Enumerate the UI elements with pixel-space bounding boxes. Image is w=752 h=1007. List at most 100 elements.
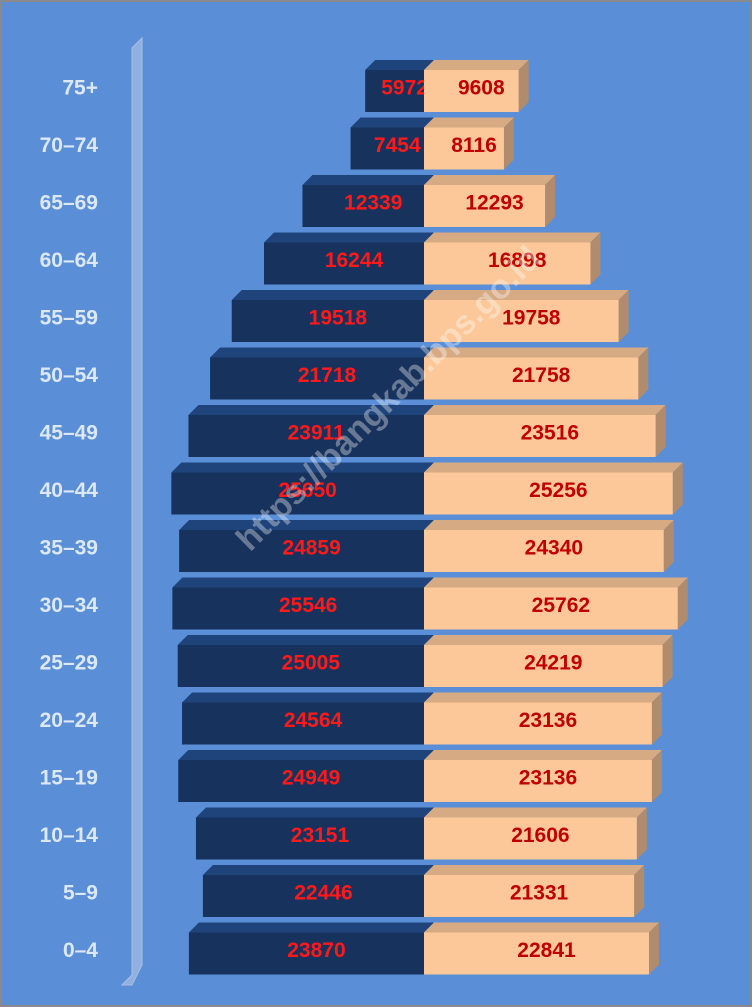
- bar: [178, 760, 424, 802]
- bar: [182, 702, 424, 745]
- category-label: 30–34: [40, 594, 99, 617]
- bar-side: [651, 692, 662, 745]
- value-label: 22841: [517, 939, 576, 962]
- bar: [424, 415, 656, 457]
- bar-top: [424, 462, 683, 473]
- bar: [350, 127, 424, 170]
- category-label: 5–9: [63, 882, 98, 905]
- category-label: 35–39: [40, 537, 98, 560]
- bar: [424, 70, 519, 112]
- bar-top: [350, 117, 434, 128]
- category-label: 70–74: [40, 134, 99, 157]
- bar: [424, 357, 639, 400]
- bar: [263, 242, 424, 285]
- value-label: 25762: [532, 594, 590, 617]
- bar-top: [178, 750, 434, 760]
- bar-top: [210, 347, 434, 358]
- bar: [424, 702, 652, 745]
- bar-top: [188, 405, 434, 415]
- bar-side: [636, 807, 647, 860]
- value-label: 8116: [451, 134, 497, 157]
- category-label: 40–44: [40, 479, 99, 502]
- bar: [302, 185, 424, 227]
- bar-top: [263, 232, 434, 243]
- bar-top: [424, 750, 662, 760]
- bar-top: [171, 462, 434, 473]
- bar-top: [365, 60, 434, 70]
- bar-side: [672, 462, 683, 515]
- bar: [202, 875, 424, 917]
- bar: [188, 415, 424, 457]
- bar: [424, 817, 637, 860]
- bar-side: [545, 175, 556, 227]
- value-label: 16898: [488, 249, 547, 272]
- value-label: 19518: [309, 307, 368, 330]
- bar: [195, 817, 424, 860]
- bar-side: [663, 520, 674, 572]
- value-label: 5972: [381, 77, 428, 100]
- bar: [424, 127, 504, 170]
- value-label: 24859: [282, 537, 340, 560]
- bar-side: [518, 60, 529, 112]
- category-label: 0–4: [63, 939, 98, 962]
- value-label: 12293: [465, 192, 523, 215]
- bar: [188, 932, 424, 975]
- bar: [210, 357, 424, 400]
- bar-side: [655, 405, 666, 457]
- category-label: 50–54: [40, 364, 99, 387]
- bar-top: [424, 520, 674, 530]
- category-label: 65–69: [40, 192, 98, 215]
- category-label: 55–59: [40, 307, 98, 330]
- value-label: 22446: [294, 882, 352, 905]
- bar-top: [424, 60, 529, 70]
- bar-top: [424, 405, 666, 415]
- value-label: 21718: [298, 364, 357, 387]
- bar: [172, 587, 424, 630]
- bar-side: [638, 347, 649, 400]
- bar: [424, 242, 591, 285]
- value-label: 23870: [287, 939, 345, 962]
- category-label: 45–49: [40, 422, 98, 445]
- value-label: 9608: [458, 77, 505, 100]
- value-label: 24564: [284, 709, 343, 732]
- bar: [424, 760, 652, 802]
- bar-side: [503, 117, 514, 170]
- bar: [424, 472, 673, 515]
- category-label: 75+: [62, 77, 98, 100]
- bar-top: [424, 232, 601, 243]
- bar-side: [662, 635, 673, 687]
- value-label: 21758: [512, 364, 571, 387]
- bar-side: [590, 232, 601, 285]
- bar-top: [424, 175, 556, 185]
- bar-top: [179, 520, 434, 530]
- bar-side: [648, 922, 659, 975]
- bar-top: [424, 807, 647, 818]
- value-label: 25650: [278, 479, 336, 502]
- value-label: 23136: [519, 709, 577, 732]
- category-label: 25–29: [40, 652, 98, 675]
- bar-top: [424, 865, 645, 875]
- bar-side: [618, 290, 629, 342]
- value-label: 25546: [279, 594, 337, 617]
- bar: [424, 185, 546, 227]
- value-label: 7454: [374, 134, 421, 157]
- bar: [177, 645, 424, 687]
- bar: [424, 300, 619, 342]
- bar-top: [424, 117, 514, 128]
- bar: [424, 875, 635, 917]
- value-label: 24219: [524, 652, 582, 675]
- bar-top: [424, 577, 688, 588]
- value-label: 24949: [282, 767, 340, 790]
- bar-top: [424, 635, 673, 645]
- value-label: 25005: [282, 652, 341, 675]
- value-label: 23911: [288, 422, 346, 445]
- bar-top: [188, 922, 434, 933]
- category-label: 20–24: [40, 709, 99, 732]
- bar-top: [177, 635, 434, 645]
- bar: [424, 932, 649, 975]
- value-label: 21331: [510, 882, 569, 905]
- bar-top: [202, 865, 434, 875]
